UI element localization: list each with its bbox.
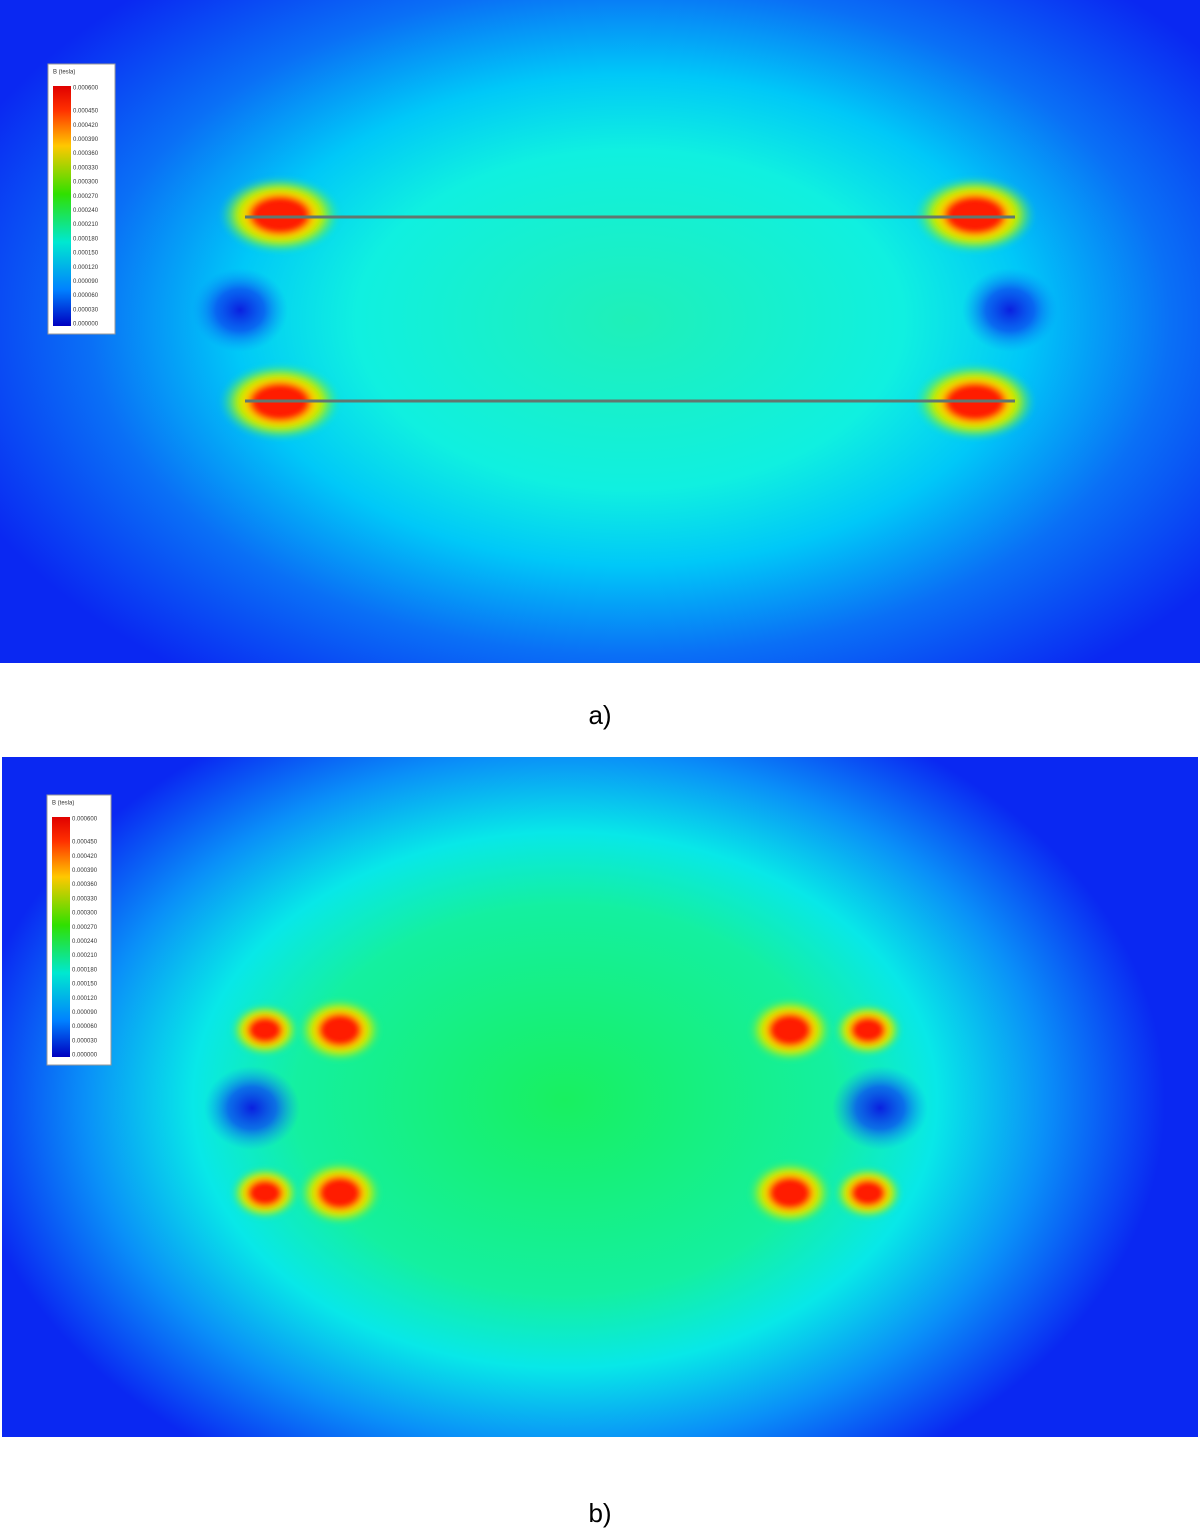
legend-label: 0.000360 bbox=[72, 882, 98, 888]
legend-label: 0.000270 bbox=[72, 925, 98, 931]
legend-label: 0.000450 bbox=[73, 109, 99, 115]
legend-label: 0.000450 bbox=[72, 840, 98, 846]
legend-label: 0.000360 bbox=[73, 151, 99, 157]
legend-label: 0.000330 bbox=[72, 896, 98, 902]
legend-label: 0.000120 bbox=[72, 996, 98, 1002]
legend-label: 0.000180 bbox=[73, 236, 99, 242]
legend-title: B (tesla) bbox=[52, 801, 74, 807]
legend-label: 0.000270 bbox=[73, 194, 99, 200]
legend-label: 0.000030 bbox=[72, 1038, 98, 1044]
high-field-region bbox=[231, 1167, 299, 1219]
caption: a) bbox=[588, 700, 611, 730]
low-field-region bbox=[962, 268, 1058, 352]
legend-label: 0.000060 bbox=[73, 293, 99, 299]
legend-label: 0.000000 bbox=[72, 1053, 98, 1059]
legend-label: 0.000300 bbox=[72, 911, 98, 917]
legend-label: 0.000420 bbox=[73, 123, 99, 129]
caption: b) bbox=[588, 1498, 611, 1528]
legend-label: 0.000090 bbox=[73, 279, 99, 285]
high-field-region bbox=[748, 1161, 832, 1225]
field-plot bbox=[2, 757, 1198, 1437]
legend-label: 0.000330 bbox=[73, 165, 99, 171]
low-field-region bbox=[192, 268, 288, 352]
high-field-region bbox=[231, 1004, 299, 1056]
high-field-region bbox=[220, 177, 340, 253]
legend-label: 0.000120 bbox=[73, 265, 99, 271]
legend-label: 0.000000 bbox=[73, 322, 99, 328]
low-field-region bbox=[832, 1066, 928, 1150]
legend-label: 0.000150 bbox=[73, 251, 99, 257]
legend-label: 0.000600 bbox=[73, 86, 99, 92]
low-field-region bbox=[204, 1066, 300, 1150]
legend-label: 0.000300 bbox=[73, 180, 99, 186]
legend-label: 0.000210 bbox=[72, 953, 98, 959]
high-field-region bbox=[834, 1004, 902, 1056]
legend-label: 0.000600 bbox=[72, 817, 98, 823]
high-field-region bbox=[298, 1161, 382, 1225]
legend-label: 0.000030 bbox=[73, 307, 99, 313]
legend-label: 0.000390 bbox=[73, 137, 99, 143]
legend-label: 0.000420 bbox=[72, 854, 98, 860]
legend-title: B (tesla) bbox=[53, 70, 75, 76]
legend-label: 0.000240 bbox=[72, 939, 98, 945]
color-bar bbox=[52, 817, 70, 1057]
legend-label: 0.000390 bbox=[72, 868, 98, 874]
legend-label: 0.000150 bbox=[72, 982, 98, 988]
high-field-region bbox=[915, 177, 1035, 253]
legend-label: 0.000180 bbox=[72, 967, 98, 973]
legend-label: 0.000090 bbox=[72, 1010, 98, 1016]
high-field-region bbox=[834, 1167, 902, 1219]
color-bar bbox=[53, 86, 71, 326]
legend-label: 0.000060 bbox=[72, 1024, 98, 1030]
high-field-region bbox=[748, 998, 832, 1062]
legend-label: 0.000240 bbox=[73, 208, 99, 214]
high-field-region bbox=[298, 998, 382, 1062]
legend-label: 0.000210 bbox=[73, 222, 99, 228]
